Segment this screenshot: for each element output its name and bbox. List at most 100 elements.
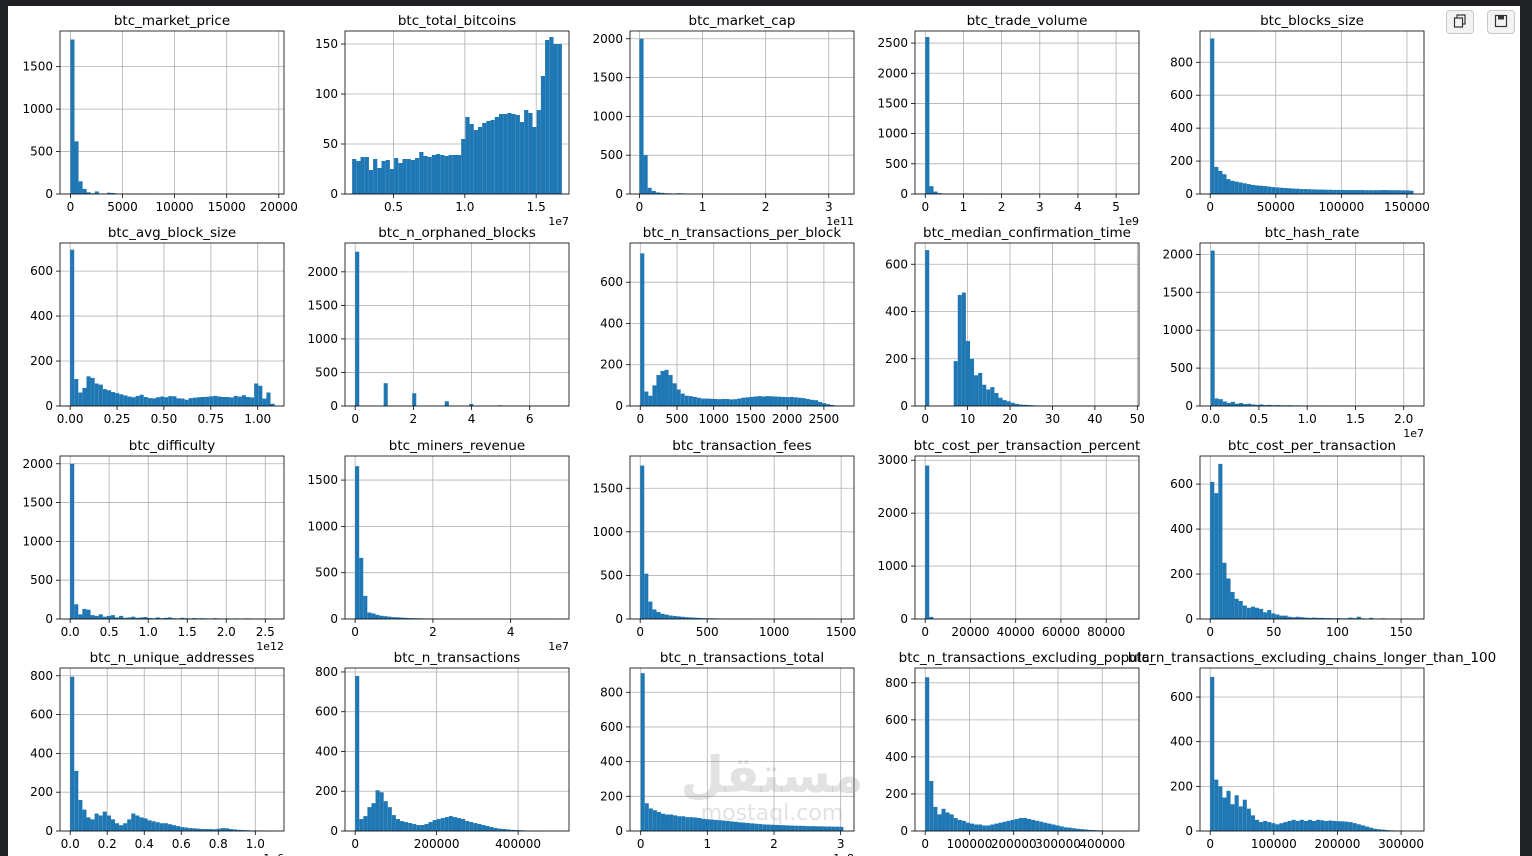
histogram-bar [493, 828, 498, 831]
x-tick-label: 100 [1326, 625, 1349, 639]
y-tick-label: 1000 [22, 102, 53, 116]
histogram-bar [1352, 190, 1357, 194]
axes-frame [629, 242, 855, 407]
axes-frame [1199, 30, 1425, 195]
x-tick-label: 2.0 [217, 625, 236, 639]
y-tick-label: 0 [900, 824, 908, 838]
histogram-bar [1002, 821, 1007, 831]
histogram-bar [1364, 826, 1370, 831]
y-tick-label: 1000 [877, 127, 908, 141]
histogram-bar [1303, 189, 1308, 194]
histogram-bar [640, 253, 645, 406]
x-tick-label: 0.5 [384, 200, 403, 214]
histogram-bar [1067, 827, 1072, 831]
histogram-bar [412, 618, 417, 619]
histogram-bar [745, 397, 750, 406]
histogram-bar [245, 397, 251, 406]
copy-output-button[interactable] [1446, 10, 1474, 34]
histogram-bar [78, 392, 83, 406]
histogram-bar [355, 466, 360, 619]
histogram-bar [741, 397, 746, 406]
y-tick-label: 800 [30, 669, 53, 683]
histogram-bar [677, 816, 682, 831]
histogram-bar [1336, 189, 1341, 194]
histogram-bar [770, 824, 775, 831]
histogram-bar [929, 780, 934, 831]
histogram-bar [998, 822, 1003, 831]
histogram-bar [78, 799, 83, 831]
histogram-bar [1226, 790, 1231, 831]
histogram-bar [750, 823, 755, 831]
histogram-bar [668, 615, 673, 619]
histogram-bar [209, 396, 214, 406]
histogram-bar [127, 617, 132, 619]
histogram-btc_difficulty: 0.0 0.5 1.0 1.5 2.0 2.5 0 500 1000 1500 2000 btc_di… [22, 438, 285, 653]
histogram-bar [769, 396, 774, 406]
histogram-bar [656, 612, 661, 619]
histogram-bar [978, 372, 983, 406]
y-tick-label: 800 [600, 685, 623, 699]
y-tick-label: 1500 [22, 60, 53, 74]
histogram-bar [1364, 190, 1369, 194]
histogram-bar [1320, 189, 1325, 194]
histogram-bar [424, 824, 429, 831]
histogram-bar [399, 821, 405, 831]
histogram-bar [1238, 601, 1243, 619]
axis-offset-label: 1e11 [826, 215, 854, 228]
histogram-bar [810, 826, 815, 831]
histogram-bar [1275, 405, 1280, 406]
histogram-bar [139, 617, 144, 619]
histogram-bar [929, 186, 934, 194]
histogram-bar [514, 830, 519, 831]
histogram-bar [1210, 676, 1215, 831]
histogram-bar [1254, 607, 1260, 619]
y-tick-label: 0 [330, 824, 338, 838]
histogram-bar [1360, 190, 1365, 194]
histogram-bar [489, 827, 494, 831]
axes-frame [344, 667, 570, 832]
histogram-bar [440, 818, 445, 831]
y-tick-label: 150 [315, 37, 338, 51]
histogram-bar [406, 159, 411, 194]
chart-title: btc_market_price [114, 13, 230, 29]
histogram-bar [1242, 183, 1247, 194]
histogram-bar [139, 817, 144, 831]
histogram-bar [664, 369, 669, 406]
y-tick-label: 0 [330, 612, 338, 626]
histogram-bar [501, 829, 506, 831]
histogram-bar [82, 188, 87, 194]
histogram-bar [94, 383, 99, 406]
histogram-bar [806, 826, 811, 831]
histogram-bar [448, 155, 453, 194]
histogram-bar [1295, 616, 1300, 619]
histogram-bar [978, 824, 983, 831]
axis-offset-label: 1e7 [548, 215, 569, 228]
x-tick-label: 2 [762, 200, 770, 214]
y-tick-label: 400 [885, 305, 908, 319]
y-tick-label: 2000 [307, 265, 338, 279]
y-tick-label: 2000 [592, 32, 623, 46]
histogram-btc_n_transactions_excluding_chains_longer_than_100: 0 100000 200000 300000 0 200 400 600 btc_n_trans… [1128, 650, 1496, 851]
histogram-bar [1283, 822, 1288, 831]
histogram-bar [110, 819, 115, 831]
histogram-bar [412, 824, 417, 831]
histogram-bar [1238, 806, 1243, 831]
histogram-bar [1010, 819, 1015, 831]
x-tick-label: 0.8 [209, 837, 228, 851]
histogram-bar [1230, 180, 1235, 194]
save-output-button[interactable] [1487, 10, 1515, 34]
histogram-bar [1259, 608, 1264, 619]
histogram-bar [98, 815, 103, 831]
histogram-bar [545, 40, 550, 194]
histogram-bar [1242, 799, 1247, 831]
histogram-bar [669, 814, 674, 831]
histogram-bar [1385, 190, 1390, 194]
x-tick-label: 1.0 [139, 625, 158, 639]
histogram-bar [1226, 578, 1231, 619]
histogram-bar [139, 394, 144, 406]
histogram-bar [757, 396, 762, 406]
y-tick-label: 400 [1170, 121, 1193, 135]
histogram-bar [1027, 405, 1032, 406]
histogram-bar [705, 819, 710, 831]
